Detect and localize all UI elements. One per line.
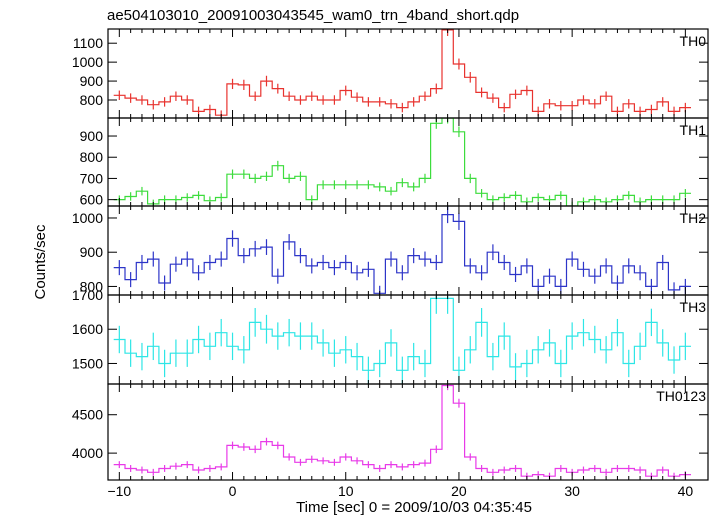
panel-label: TH3	[680, 299, 707, 315]
y-axis-label: Counts/sec	[32, 224, 49, 300]
series-line	[113, 297, 691, 371]
panel-th0: 800 900 1000 1100 TH0	[72, 28, 709, 119]
chart-title: ae504103010_20091003043545_wam0_trn_4ban…	[107, 7, 519, 24]
series-th2	[113, 206, 691, 295]
series-th0123	[113, 384, 691, 480]
panel-label: TH0123	[656, 388, 706, 404]
y-tick-label: 900	[80, 128, 104, 144]
y-tick-label: 700	[80, 170, 104, 186]
panel-label: TH2	[680, 210, 707, 226]
y-tick-label: 1500	[72, 355, 103, 371]
y-tick-label: 1600	[72, 321, 103, 337]
panel-label: TH1	[680, 122, 707, 138]
x-tick-label: 20	[451, 483, 467, 499]
x-tick-label: 40	[678, 483, 694, 499]
series-th3	[113, 295, 691, 384]
series-line	[113, 118, 691, 206]
y-tick-label: 1000	[72, 210, 103, 226]
series-th1	[113, 118, 691, 206]
panel-label: TH0	[680, 33, 707, 49]
series-line	[113, 384, 691, 477]
x-axis-label: Time [sec] 0 = 2009/10/03 04:35:45	[296, 499, 532, 516]
y-tick-label: 1000	[72, 54, 103, 70]
panel-frame	[107, 383, 709, 481]
y-tick-label: 800	[80, 278, 104, 294]
y-tick-label: 1100	[73, 35, 103, 51]
y-tick-label: 4500	[72, 407, 103, 423]
panel-th2: 800 900 1000 TH2	[72, 205, 709, 296]
x-tick-label: 30	[564, 483, 580, 499]
series-line	[113, 29, 691, 116]
y-tick-label: 1700	[72, 287, 103, 303]
y-tick-label: 600	[80, 192, 104, 208]
y-tick-label: 800	[80, 92, 104, 108]
x-tick-label: −10	[107, 483, 131, 499]
y-tick-label: 900	[80, 73, 104, 89]
y-tick-label: 900	[80, 244, 104, 260]
panel-th0123: 4000 4500 TH0123	[72, 383, 709, 481]
x-tick-label: 0	[229, 483, 237, 499]
series-line	[113, 214, 691, 294]
series-th0	[113, 29, 691, 118]
panel-th1: 600 700 800 900 TH1	[80, 117, 709, 208]
y-tick-label: 800	[80, 149, 104, 165]
chart-panels: 800 900 1000 1100 TH0 600 700 800 900 TH1 800 900 10…	[72, 28, 709, 499]
x-tick-label: 10	[338, 483, 354, 499]
y-tick-label: 4000	[72, 445, 103, 461]
panel-th3: 1500 1600 1700 TH3	[72, 287, 709, 385]
